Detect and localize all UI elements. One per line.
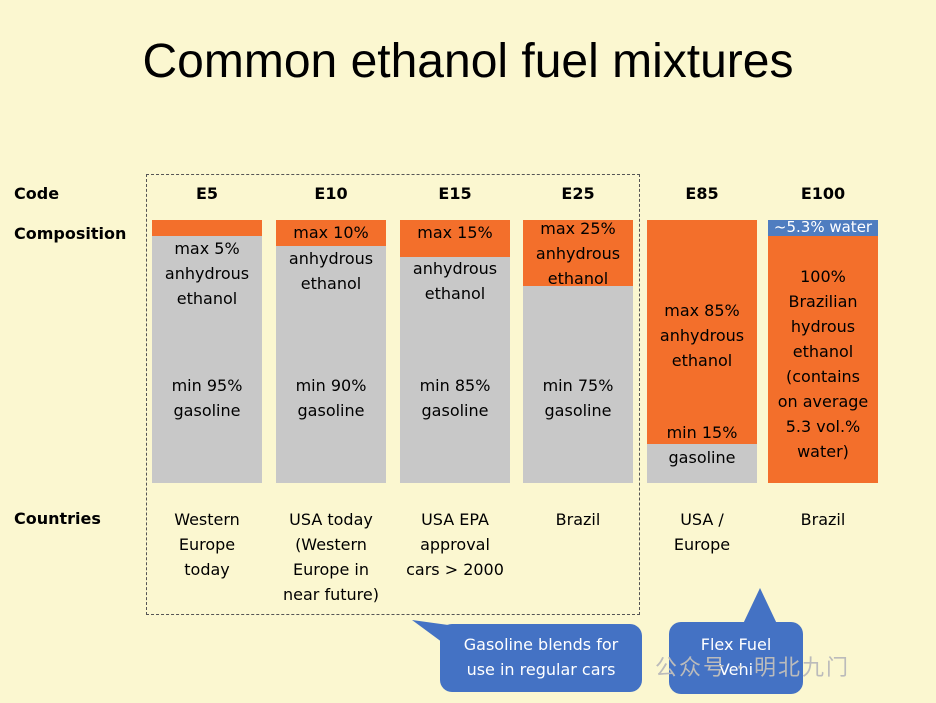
ethanol-label-line: (contains bbox=[786, 367, 860, 386]
ethanol-segment bbox=[647, 220, 757, 444]
ethanol-label-line: anhydrous bbox=[164, 264, 250, 283]
countries-e10: USA today (Western Europe in near future) bbox=[271, 507, 391, 607]
gasoline-label-line: gasoline bbox=[668, 448, 736, 467]
page-title: Common ethanol fuel mixtures bbox=[142, 35, 794, 88]
callout-regular-line-1: Gasoline blends for bbox=[463, 635, 619, 654]
ethanol-label: max 5% anhydrous ethanol bbox=[152, 236, 262, 311]
countries-e25: Brazil bbox=[518, 507, 638, 532]
code-e10: E10 bbox=[314, 184, 348, 203]
gasoline-label-line: gasoline bbox=[421, 401, 489, 420]
countries-e85: USA / Europe bbox=[642, 507, 762, 557]
ethanol-label-line: max 85% bbox=[664, 301, 740, 320]
ethanol-segment bbox=[523, 220, 633, 286]
ethanol-label-cont: anhydrous ethanol bbox=[400, 256, 510, 306]
gasoline-label-line: min 95% bbox=[171, 376, 243, 395]
ethanol-label-line: max 15% bbox=[417, 223, 493, 242]
row-label-composition: Composition bbox=[14, 224, 127, 243]
watermark: 公众号 · 明北九门 bbox=[655, 656, 850, 681]
ethanol-label-line: on average bbox=[777, 392, 869, 411]
ethanol-label-line: 100% bbox=[800, 267, 846, 286]
ethanol-label-cont: anhydrous ethanol bbox=[276, 246, 386, 296]
country-line: Europe bbox=[178, 535, 236, 554]
callout-flex-fuel: Flex Fuel Vehi bbox=[669, 622, 803, 694]
country-line: USA / bbox=[680, 510, 724, 529]
callout-regular-cars: Gasoline blends for use in regular cars bbox=[440, 624, 642, 692]
ethanol-label-line: 5.3 vol.% bbox=[785, 417, 861, 436]
ethanol-label-line: hydrous bbox=[790, 317, 856, 336]
ethanol-label-line: ethanol bbox=[547, 269, 609, 288]
countries-e100: Brazil bbox=[763, 507, 883, 532]
country-line: Western bbox=[174, 510, 240, 529]
regular-cars-group-box bbox=[146, 174, 640, 615]
country-line: USA today bbox=[289, 510, 373, 529]
gasoline-label-line: gasoline bbox=[544, 401, 612, 420]
gasoline-label-line: min 85% bbox=[419, 376, 491, 395]
ethanol-label-line: max 25% bbox=[540, 220, 616, 238]
composition-bar-e10: max 10% anhydrous ethanol min 90% gasoline bbox=[276, 220, 386, 483]
ethanol-label: 100% Brazilian hydrous ethanol (contains on a… bbox=[768, 264, 878, 464]
ethanol-label-line: max 10% bbox=[293, 223, 369, 242]
composition-bar-e25: max 25% anhydrous ethanol min 75% gasoline bbox=[523, 220, 633, 483]
ethanol-label-line: water) bbox=[797, 442, 849, 461]
ethanol-label-line: ethanol bbox=[792, 342, 854, 361]
row-label-code: Code bbox=[14, 184, 60, 203]
code-e25: E25 bbox=[561, 184, 595, 203]
ethanol-label-line: anhydrous bbox=[535, 244, 621, 263]
gasoline-label-line: gasoline bbox=[173, 401, 241, 420]
callout-flex-line-2: Vehi bbox=[718, 660, 754, 679]
gasoline-label: min 95% gasoline bbox=[152, 373, 262, 423]
country-line: Brazil bbox=[555, 510, 601, 529]
gasoline-label: min 75% gasoline bbox=[523, 373, 633, 423]
ethanol-segment bbox=[400, 220, 510, 257]
gasoline-label: min 85% gasoline bbox=[400, 373, 510, 423]
code-e15: E15 bbox=[438, 184, 472, 203]
composition-bar-e100: ~5.3% water 100% Brazilian hydrous ethanol (c… bbox=[768, 220, 878, 483]
country-line: Europe bbox=[673, 535, 731, 554]
water-segment: ~5.3% water bbox=[768, 220, 878, 236]
ethanol-label: max 10% bbox=[276, 220, 386, 245]
code-e85: E85 bbox=[685, 184, 719, 203]
row-label-countries: Countries bbox=[14, 509, 101, 528]
ethanol-segment bbox=[152, 220, 262, 236]
country-line: near future) bbox=[283, 585, 379, 604]
ethanol-label: max 85% anhydrous ethanol bbox=[647, 298, 757, 373]
ethanol-label-line: ethanol bbox=[176, 289, 238, 308]
composition-bar-e85: max 85% anhydrous ethanol min 15% gasoline bbox=[647, 220, 757, 483]
country-line: USA EPA bbox=[421, 510, 489, 529]
composition-bar-e15: max 15% anhydrous ethanol min 85% gasoline bbox=[400, 220, 510, 483]
ethanol-label-cont-line: anhydrous bbox=[412, 259, 498, 278]
gasoline-label-line: min 90% bbox=[295, 376, 367, 395]
ethanol-label-line: anhydrous bbox=[659, 326, 745, 345]
country-line: cars > 2000 bbox=[406, 560, 504, 579]
ethanol-label-line: Brazilian bbox=[788, 292, 858, 311]
country-line: (Western bbox=[295, 535, 367, 554]
ethanol-label-line: max 5% bbox=[174, 239, 240, 258]
countries-e5: Western Europe today bbox=[147, 507, 267, 582]
composition-bar-e5: max 5% anhydrous ethanol min 95% gasoline bbox=[152, 220, 262, 483]
ethanol-label-cont-line: anhydrous bbox=[288, 249, 374, 268]
ethanol-label: max 15% bbox=[400, 220, 510, 245]
ethanol-segment bbox=[276, 220, 386, 246]
ethanol-label-cont-line: ethanol bbox=[424, 284, 486, 303]
gasoline-label: min 90% gasoline bbox=[276, 373, 386, 423]
gasoline-label-line: min 75% bbox=[542, 376, 614, 395]
country-line: Europe in bbox=[293, 560, 369, 579]
ethanol-label-cont-line: ethanol bbox=[300, 274, 362, 293]
country-line: approval bbox=[420, 535, 490, 554]
ethanol-label: max 25% anhydrous ethanol bbox=[523, 220, 633, 291]
callout-regular-line-2: use in regular cars bbox=[466, 660, 616, 679]
countries-e15: USA EPA approval cars > 2000 bbox=[395, 507, 515, 582]
ethanol-label-line: ethanol bbox=[671, 351, 733, 370]
flex-callout-pointer bbox=[742, 588, 778, 626]
country-line: Brazil bbox=[800, 510, 846, 529]
gasoline-label-line: gasoline bbox=[297, 401, 365, 420]
callout-flex-line-1: Flex Fuel bbox=[700, 635, 772, 654]
gasoline-label-line: min 15% bbox=[666, 423, 738, 442]
code-e5: E5 bbox=[195, 184, 219, 203]
water-label: ~5.3% water bbox=[773, 220, 873, 236]
country-line: today bbox=[184, 560, 230, 579]
gasoline-label: min 15% gasoline bbox=[647, 420, 757, 470]
code-e100: E100 bbox=[800, 184, 846, 203]
